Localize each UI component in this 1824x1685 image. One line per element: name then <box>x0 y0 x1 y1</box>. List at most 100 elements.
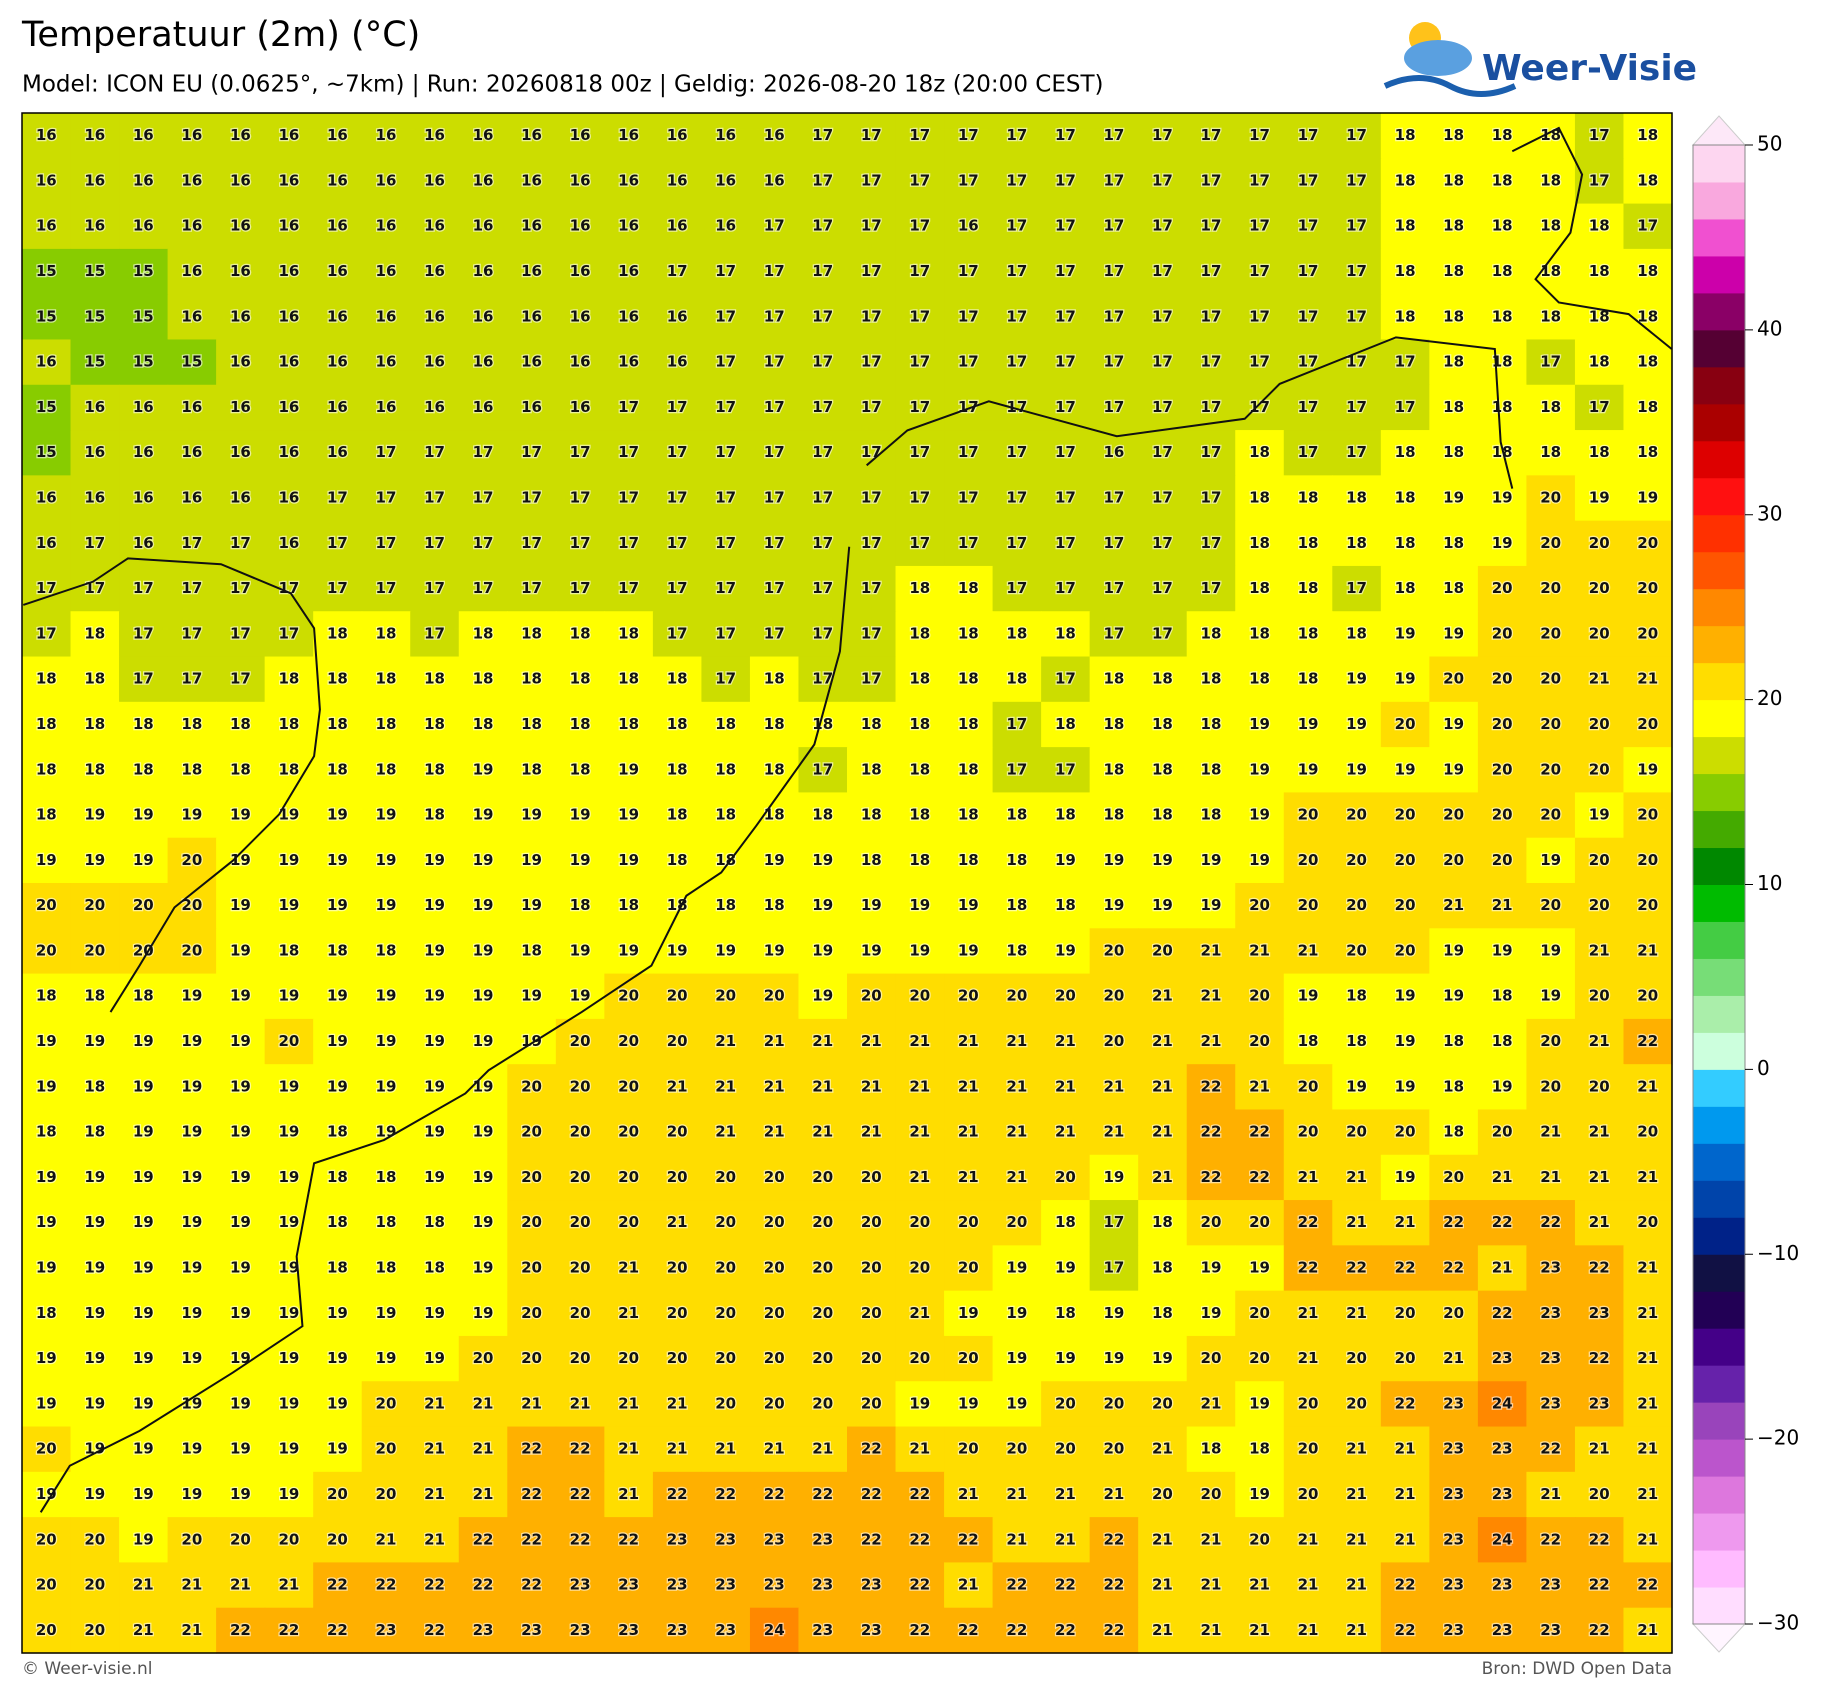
field-cell <box>458 430 508 476</box>
field-cell <box>1138 339 1188 386</box>
field-cell <box>555 1471 605 1518</box>
field-cell <box>313 1245 363 1292</box>
value-label: 20 <box>570 1259 591 1277</box>
colorbar-segment <box>1693 1106 1745 1144</box>
value-label: 18 <box>1201 760 1222 778</box>
value-label: 20 <box>715 1213 736 1231</box>
value-label: 16 <box>715 217 736 235</box>
field-cell <box>119 928 169 975</box>
field-cell <box>1041 430 1091 476</box>
field-cell <box>652 1154 703 1201</box>
field-cell <box>22 1245 72 1292</box>
field-cell <box>216 1154 266 1201</box>
field-cell <box>1138 1245 1188 1292</box>
value-label: 19 <box>424 1032 445 1050</box>
field-cell <box>167 430 217 476</box>
field-cell <box>652 1607 703 1654</box>
field-cell <box>1477 1471 1528 1518</box>
value-label: 17 <box>861 353 882 371</box>
value-label: 16 <box>618 171 639 189</box>
value-label: 21 <box>958 1485 979 1503</box>
value-label: 17 <box>1589 398 1610 416</box>
field-cell <box>1429 248 1479 295</box>
value-label: 16 <box>181 398 202 416</box>
value-label: 23 <box>861 1621 882 1639</box>
value-label: 21 <box>1298 1168 1319 1186</box>
value-label: 18 <box>521 715 542 733</box>
field-cell <box>1138 248 1188 295</box>
colorbar-segment <box>1693 292 1745 331</box>
field-cell <box>749 113 800 159</box>
value-label: 21 <box>1201 941 1222 959</box>
field-cell <box>70 1426 120 1473</box>
field-cell <box>1235 1245 1285 1292</box>
value-label: 18 <box>1103 670 1124 688</box>
value-label: 21 <box>1346 1213 1367 1231</box>
field-cell <box>1089 1290 1139 1337</box>
value-label: 16 <box>230 489 251 507</box>
value-label: 16 <box>230 307 251 325</box>
value-label: 18 <box>36 987 57 1005</box>
field-cell <box>847 1562 897 1609</box>
value-label: 19 <box>36 1259 57 1277</box>
colorbar-segment <box>1693 884 1745 922</box>
value-label: 16 <box>667 217 688 235</box>
value-label: 21 <box>667 1077 688 1095</box>
field-cell <box>1041 1064 1091 1111</box>
value-label: 21 <box>1637 1077 1658 1095</box>
field-cell <box>555 1018 605 1065</box>
field-cell <box>361 701 411 748</box>
value-label: 19 <box>84 1213 105 1231</box>
field-cell <box>1574 1109 1625 1156</box>
value-label: 19 <box>84 1440 105 1458</box>
field-cell <box>216 248 266 295</box>
value-label: 16 <box>84 126 105 144</box>
value-label: 17 <box>570 489 591 507</box>
field-cell <box>701 1562 751 1609</box>
value-label: 20 <box>1492 806 1513 824</box>
field-cell <box>313 1290 363 1337</box>
field-cell <box>798 1245 848 1292</box>
field-cell <box>652 656 703 703</box>
value-label: 18 <box>1443 1032 1464 1050</box>
value-label: 20 <box>1637 987 1658 1005</box>
value-label: 19 <box>1201 896 1222 914</box>
value-label: 19 <box>473 1123 494 1141</box>
field-cell <box>944 1607 994 1654</box>
field-cell <box>1138 928 1188 975</box>
value-label: 16 <box>473 171 494 189</box>
field-cell <box>604 837 654 884</box>
value-label: 22 <box>812 1485 833 1503</box>
value-label: 17 <box>1055 579 1076 597</box>
value-label: 19 <box>133 1077 154 1095</box>
value-label: 18 <box>1443 171 1464 189</box>
value-label: 17 <box>1249 217 1270 235</box>
field-cell <box>167 1064 217 1111</box>
value-label: 21 <box>1637 1349 1658 1367</box>
field-cell <box>264 520 314 567</box>
field-cell <box>264 475 314 522</box>
field-cell <box>70 611 120 658</box>
field-cell <box>119 701 169 748</box>
value-label: 19 <box>84 1168 105 1186</box>
field-cell <box>507 1381 557 1428</box>
value-label: 17 <box>715 489 736 507</box>
value-label: 15 <box>133 353 154 371</box>
value-label: 21 <box>1152 1077 1173 1095</box>
field-cell <box>1089 1200 1139 1246</box>
value-label: 18 <box>909 670 930 688</box>
field-cell <box>264 430 314 476</box>
field-cell <box>1186 611 1236 658</box>
value-label: 20 <box>1637 624 1658 642</box>
field-cell <box>167 339 217 386</box>
field-cell <box>458 565 508 612</box>
field-cell <box>1380 1381 1430 1428</box>
value-label: 19 <box>1443 489 1464 507</box>
colorbar-segment <box>1693 1180 1745 1218</box>
field-cell <box>1186 656 1236 703</box>
value-label: 17 <box>715 262 736 280</box>
field-cell <box>119 1607 169 1654</box>
value-label: 22 <box>1589 1530 1610 1548</box>
value-label: 15 <box>36 307 57 325</box>
value-label: 20 <box>909 1259 930 1277</box>
